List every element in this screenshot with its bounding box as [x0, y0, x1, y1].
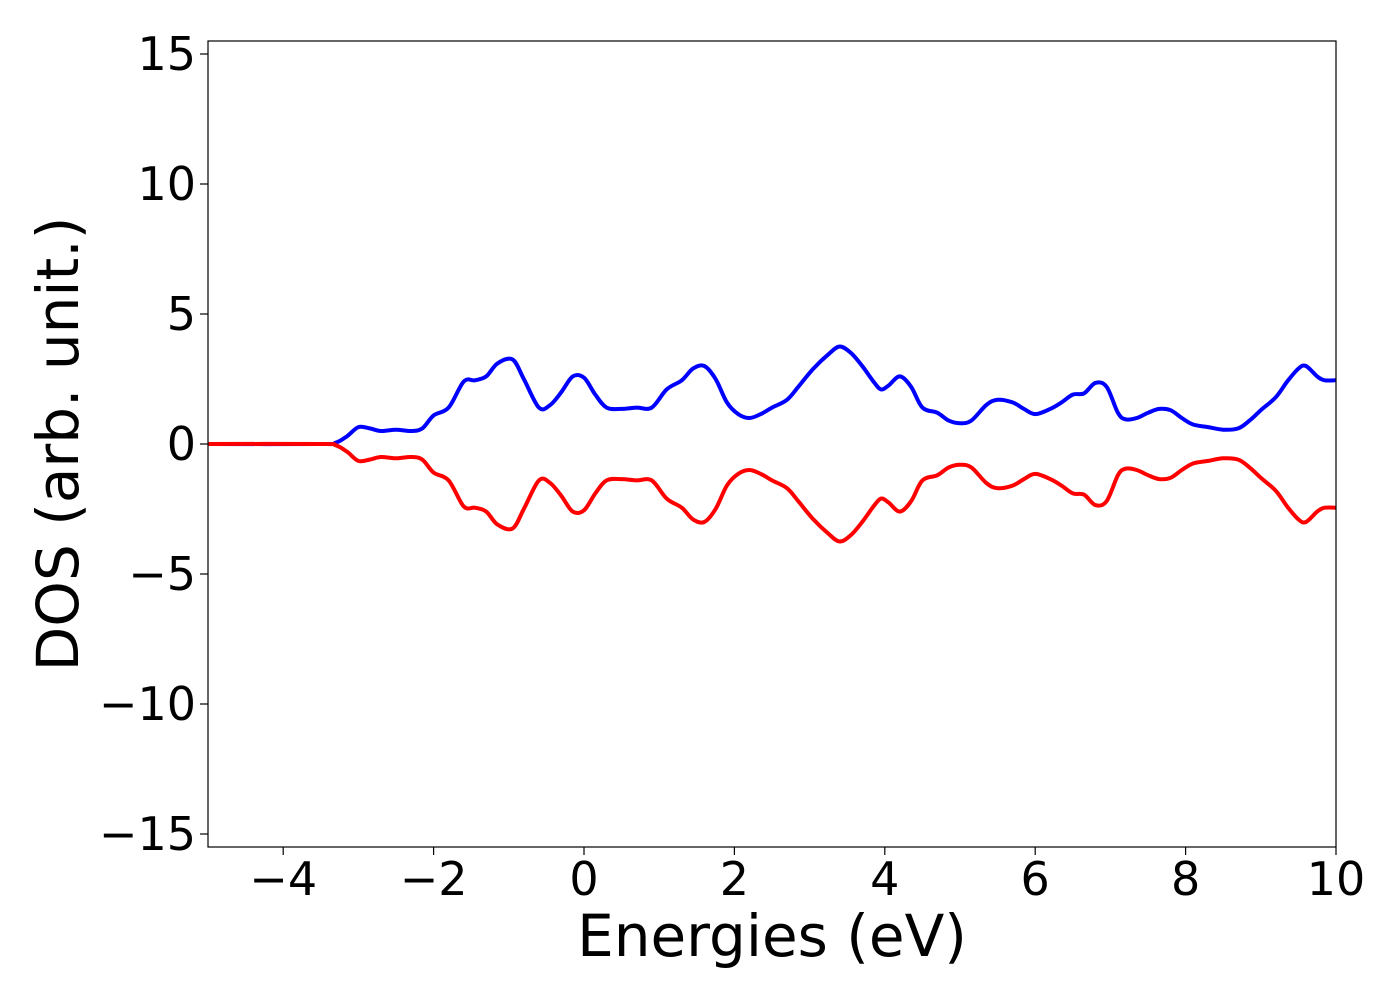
y-axis-label: DOS (arb. unit.): [24, 217, 92, 672]
series-line-negative: [207, 441, 1337, 544]
y-tick-label: −15: [99, 807, 196, 861]
y-tick-label: 15: [137, 27, 196, 81]
x-tick-label: 6: [1021, 852, 1050, 906]
y-tick-label: 10: [137, 157, 196, 211]
x-tick-label: −2: [400, 852, 468, 906]
x-axis-ticks: −4 −2 0 2 4 6 8 10: [249, 847, 1365, 906]
y-axis-ticks: 15 10 5 0 −5 −10 −15: [99, 27, 208, 861]
series-line-positive: [207, 344, 1337, 447]
plot-frame: [207, 40, 1337, 848]
y-tick-label: 5: [167, 287, 196, 341]
x-tick-label: −4: [249, 852, 317, 906]
x-tick-label: 2: [720, 852, 749, 906]
x-tick-label: 8: [1171, 852, 1200, 906]
y-tick-label: −5: [128, 547, 196, 601]
x-tick-label: 4: [870, 852, 899, 906]
y-tick-label: 0: [167, 417, 196, 471]
y-tick-label: −10: [99, 677, 196, 731]
x-tick-label: 0: [569, 852, 598, 906]
series-layer: [207, 344, 1337, 544]
x-tick-label: 10: [1307, 852, 1366, 906]
x-axis-label: Energies (eV): [577, 902, 967, 970]
